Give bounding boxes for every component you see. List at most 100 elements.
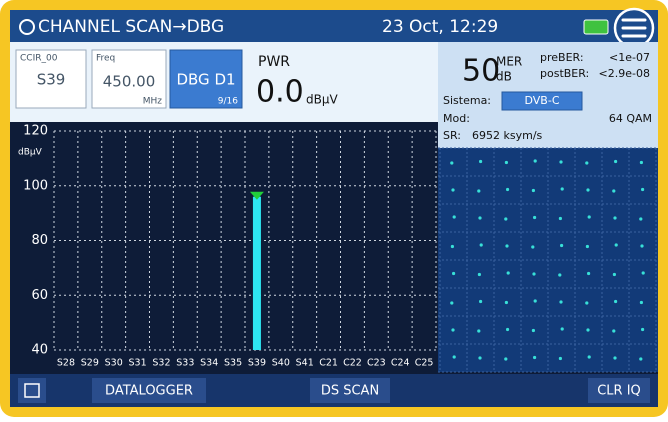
constellation-dot: [641, 187, 645, 192]
constellation-dot: [560, 243, 564, 248]
constellation-dot: [585, 301, 589, 305]
datalogger-button[interactable]: [92, 378, 206, 403]
constellation-dot: [612, 272, 617, 277]
y-tick-label: 100: [23, 178, 48, 193]
constellation: [438, 147, 658, 373]
plot-background: [10, 122, 438, 374]
constellation-dot: [639, 300, 644, 305]
x-tick-label: S41: [296, 358, 314, 369]
x-tick-label: C23: [367, 358, 386, 369]
freq-value: 450.00: [103, 73, 156, 91]
channel-box[interactable]: [15, 49, 87, 109]
constellation-dot: [506, 327, 510, 332]
constellation-dot: [639, 357, 643, 361]
postber-label: postBER:: [540, 67, 589, 80]
x-tick-label: S34: [200, 358, 218, 369]
constellation-dot: [587, 271, 591, 276]
y-tick-label: 120: [23, 124, 48, 139]
constellation-dot: [613, 216, 617, 220]
freq-unit: MHz: [143, 97, 163, 107]
clr-iq-label: CLR IQ: [597, 384, 641, 399]
x-tick-label: S33: [176, 358, 194, 369]
constellation-dot: [452, 271, 456, 276]
constellation-dot: [531, 188, 536, 193]
constellation-dot: [531, 328, 536, 333]
constellation-dot: [585, 244, 590, 249]
constellation-dot: [477, 272, 481, 277]
sistema-box[interactable]: [501, 91, 583, 111]
constellation-dot: [478, 216, 482, 220]
constellation-dot: [560, 327, 564, 331]
constellation-dot: [639, 160, 644, 165]
screen-title: CHANNEL SCAN→DBG: [38, 17, 224, 37]
constellation-dot: [506, 187, 510, 192]
constellation-dot: [506, 271, 510, 275]
y-tick-label: 40: [31, 343, 48, 358]
freq-box[interactable]: [91, 49, 167, 109]
chart: 40 60 80 100 120 S28 S29 S30 S31 S32 S33 S34 S35 S39 S…: [10, 122, 438, 374]
x-tick-label: S39: [248, 358, 266, 369]
constellation-dot: [640, 244, 644, 248]
x-tick-label: S35: [224, 358, 242, 369]
constellation-dot: [450, 301, 454, 305]
sistema-value: DVB-C: [525, 94, 560, 107]
constellation-dot: [612, 189, 616, 193]
y-tick-label: 80: [31, 233, 48, 248]
x-tick-label: C25: [415, 358, 434, 369]
x-tick-label: S28: [57, 358, 75, 369]
constellation-dot: [641, 271, 645, 275]
ds-scan-button[interactable]: [310, 378, 390, 403]
constellation-dot: [478, 356, 482, 360]
sistema-label: Sistema:: [443, 94, 491, 107]
constellation-dot: [585, 161, 589, 165]
constellation-dot: [558, 273, 562, 277]
x-tick-label: C21: [319, 358, 338, 369]
constellation-dot: [505, 244, 509, 248]
y-tick-label: 60: [31, 288, 48, 303]
pwr-label: PWR: [258, 54, 290, 70]
constellation-dot: [504, 160, 508, 165]
constellation-dot: [479, 159, 483, 164]
constellation-dot: [614, 159, 618, 164]
constellation-dot: [450, 244, 454, 249]
menu-icon[interactable]: [621, 18, 647, 38]
constellation-dot: [479, 299, 483, 304]
mode-page: 9/16: [218, 97, 238, 107]
constellation-dot: [558, 356, 563, 361]
sr-value: 6952 ksym/s: [472, 129, 543, 142]
constellation-dot: [614, 299, 618, 304]
constellation-dot: [479, 243, 483, 247]
constellation-dot: [612, 329, 616, 333]
constellation-dot: [451, 328, 455, 332]
datalogger-label: DATALOGGER: [105, 384, 193, 399]
constellation-dot: [639, 217, 643, 221]
constellation-dot: [641, 327, 645, 332]
x-tick-label: S32: [152, 358, 170, 369]
constellation-dot: [504, 357, 508, 361]
peak-marker: [249, 191, 264, 200]
constellation-dot: [504, 217, 508, 221]
freq-label: Freq: [96, 54, 115, 64]
mer-unit: dB: [496, 70, 512, 84]
ds-scan-label: DS SCAN: [321, 384, 379, 399]
constellation-dot: [451, 188, 455, 192]
antenna-icon: [19, 19, 35, 35]
constellation-dot: [533, 215, 537, 220]
channel-value: S39: [37, 71, 66, 89]
constellation-dot: [586, 328, 590, 332]
pwr-value: 0.0: [256, 75, 304, 110]
constellation-dot: [532, 272, 536, 276]
mode-box[interactable]: [169, 49, 243, 109]
mer-value: 50: [462, 54, 500, 89]
constellation-dot: [533, 355, 537, 360]
constellation-dot: [452, 355, 456, 359]
datetime: 23 Oct, 12:29: [382, 17, 498, 37]
clr-iq-button[interactable]: [588, 378, 650, 403]
screenshot-icon: [24, 383, 40, 398]
sr-label: SR:: [443, 129, 461, 142]
constellation-dot: [558, 216, 563, 221]
battery-icon: [583, 19, 609, 35]
screenshot-button[interactable]: [18, 378, 46, 403]
y-axis-label: dBµV: [18, 148, 43, 158]
